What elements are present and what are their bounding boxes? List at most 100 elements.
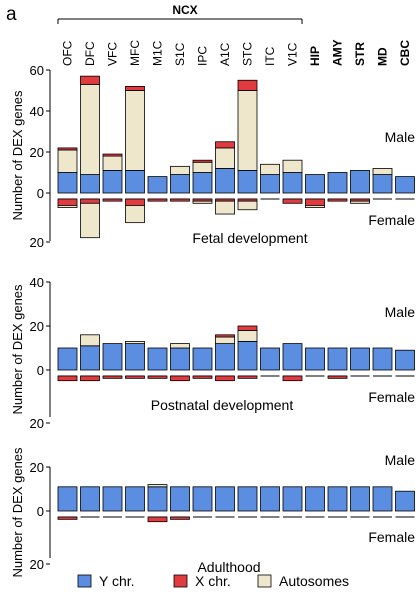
bar-male-x [80,75,100,85]
bar-male-y [125,486,145,512]
bar-male-y [125,343,145,371]
bar-male-y [260,486,280,512]
bar-female-x [80,375,100,382]
bar-male-auto [215,336,235,344]
bar-male-x [57,147,78,151]
bar-male-y [350,486,370,512]
bar-male-auto [125,340,145,344]
bar-male-y [192,347,213,371]
bar-female-x [80,198,100,204]
bar-male-y [102,343,123,371]
category-label: S1C [173,42,187,66]
legend-swatch [257,574,272,588]
y-tick-label: 0 [37,504,44,519]
bar-male-y [327,486,348,512]
bar-male-y [147,176,168,194]
category-label: DFC [83,41,97,66]
bar-male-x [237,79,258,91]
y-tick-label: 20 [30,235,44,250]
bar-male-y [147,486,168,512]
panel-title: Fetal development [192,230,307,246]
bar-male-y [102,170,123,194]
bar-male-auto [372,167,393,175]
y-axis-label: Number of DEX genes [10,90,25,221]
bar-male-y [215,343,235,371]
bar-female-x [125,198,145,206]
bar-male-auto [80,334,100,347]
panel-label: a [6,4,17,25]
bar-male-y [237,340,258,371]
category-label: M1C [151,40,165,66]
figure-header: a NCX OFC DFC VFC MFC M1C S1C IPC A1C STC ITC V1C HIP… [6,3,412,66]
bar-female-auto [215,200,235,215]
y-tick-label: 0 [37,186,44,201]
bar-male-auto [282,159,303,173]
bar-female-x [327,198,348,202]
legend-swatch [77,574,92,588]
y-tick-label: 20 [30,460,44,475]
bar-female-x [170,375,190,382]
y-tick-label: 20 [30,145,44,160]
category-label: OFC [61,40,75,66]
y-tick-label: 40 [30,275,44,290]
bar-male-auto [147,484,168,488]
category-label: STC [241,42,255,66]
bar-male-y [102,486,123,512]
bar-male-y [327,172,348,194]
category-label: CBC [398,40,412,66]
panel-3: Number of DEX genes 0 20 20 Male Female Adulth… [10,447,415,578]
legend-label: Y chr. [99,573,135,589]
bar-male-y [305,347,325,371]
panel-2: Number of DEX genes 0 20 40 20 Male Female Post… [10,275,415,431]
bar-male-y [147,347,168,371]
bar-male-y [372,347,393,371]
y-axis-label: Number of DEX genes [10,284,25,415]
bar-male-y [80,345,100,371]
bar-male-y [282,343,303,371]
bar-male-auto [170,343,190,349]
bar-male-y [350,170,370,194]
y-tick-label: 60 [30,63,44,78]
bar-female-x [192,375,213,379]
bar-male-x [215,141,235,149]
bar-male-y [170,174,190,194]
bar-male-y [57,347,78,371]
bar-male-y [170,347,190,371]
y-axis-label: Number of DEX genes [10,447,25,578]
bar-male-y [395,176,415,194]
bar-male-y [305,174,325,194]
bar-male-y [215,486,235,512]
bar-female-auto [305,205,325,208]
category-label: V1C [286,42,300,66]
bar-male-y [350,347,370,371]
bar-male-y [305,486,325,512]
panel-title: Postnatal development [151,397,294,413]
bar-male-y [192,486,213,512]
bar-female-x [170,198,190,202]
bar-male-y [260,347,280,371]
category-label: AMY [331,39,345,66]
bar-female-x [147,375,168,379]
bar-female-x [57,198,78,206]
y-tick-label: 40 [30,104,44,119]
bar-male-y [237,486,258,512]
bar-male-auto [80,83,100,175]
bar-male-auto [215,147,235,169]
legend-label: Autosomes [279,573,349,589]
bar-female-x [57,375,78,382]
bar-female-auto [80,202,100,239]
bar-female-x [282,375,303,382]
male-label: Male [385,304,416,320]
bar-male-y [395,349,415,371]
bar-female-x [327,375,348,379]
bar-male-y [260,174,280,194]
bar-female-x [102,375,123,379]
panel-1: Number of DEX genes 0 20 40 60 20 Male Female Fe… [10,63,415,250]
legend-label: X chr. [195,573,231,589]
bar-male-y [80,486,100,512]
bar-male-auto [170,165,190,175]
category-label: A1C [218,42,232,66]
bar-male-y [372,486,393,512]
category-label: MFC [128,40,142,66]
bar-female-x [215,375,235,382]
